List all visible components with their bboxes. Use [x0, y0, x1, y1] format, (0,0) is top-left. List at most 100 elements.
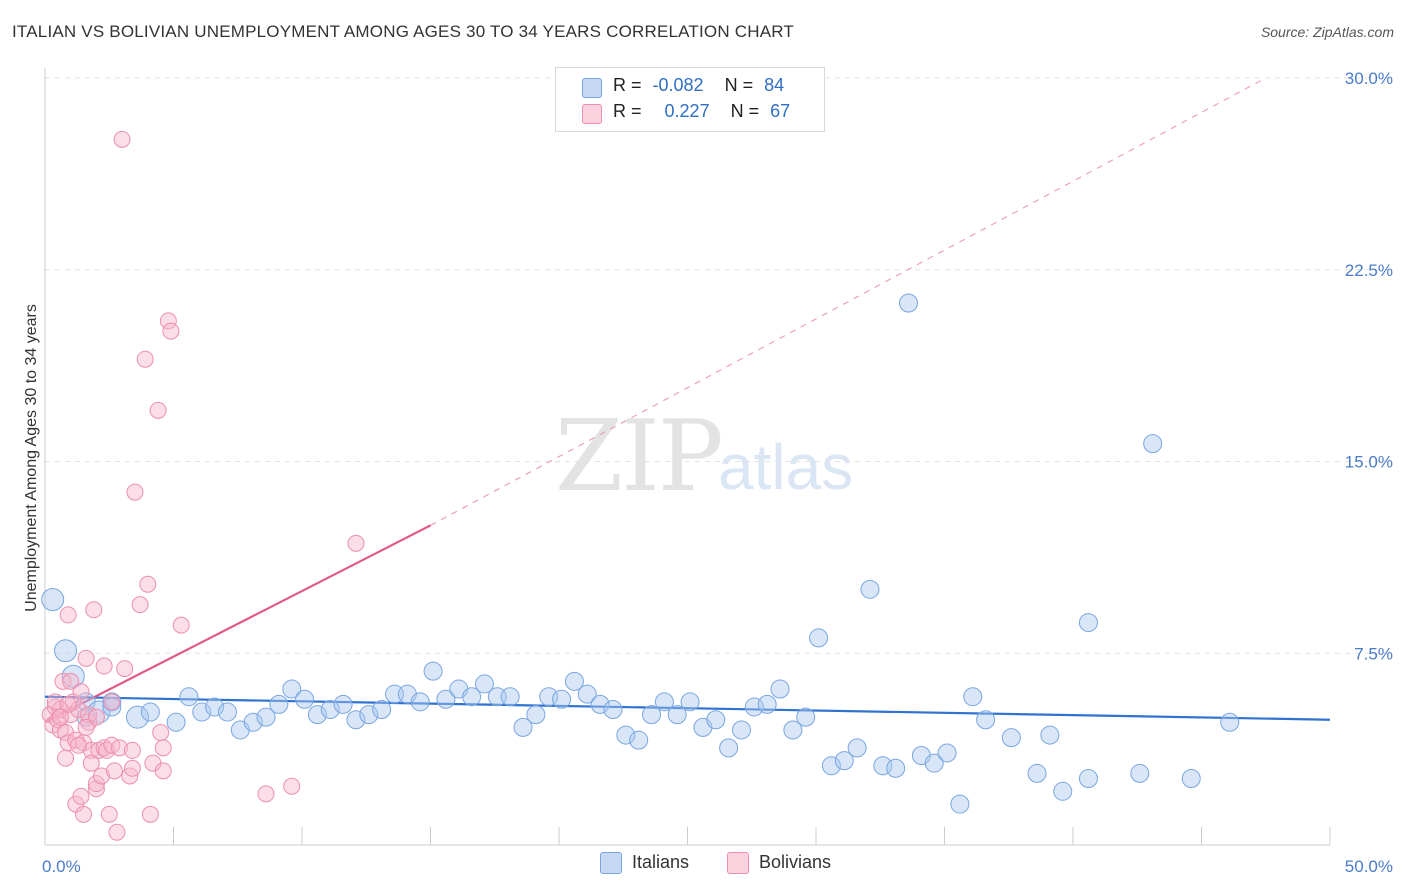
bolivians-point — [46, 698, 64, 716]
italians-point — [603, 699, 623, 719]
bolivians-point — [77, 649, 95, 667]
italians-point — [590, 694, 610, 714]
x-tick-label: 50.0% — [1345, 857, 1393, 876]
bolivians-point — [82, 754, 100, 772]
italians-point — [410, 692, 430, 712]
bolivians-point — [77, 718, 95, 736]
bolivians-trend-line — [44, 524, 432, 724]
italians-point — [950, 794, 970, 814]
correlation-legend: R = -0.082 N = 84 R = 0.227 N = 67 — [555, 67, 825, 132]
bolivians-point — [162, 322, 180, 340]
italians-point — [243, 712, 263, 732]
n-label: N = — [724, 75, 754, 95]
bolivians-point — [172, 616, 190, 634]
bolivians-trend-extension — [430, 77, 1267, 526]
bolivians-point — [51, 721, 69, 739]
italians-point — [1040, 725, 1060, 745]
italians-point — [423, 661, 443, 681]
italians-point — [1001, 728, 1021, 748]
bolivians-point — [87, 780, 105, 798]
bolivians-point — [257, 785, 275, 803]
italians-point — [642, 705, 662, 725]
italians-point — [834, 751, 854, 771]
italians-point — [1130, 763, 1150, 783]
bolivians-point — [116, 660, 134, 678]
italians-point — [205, 697, 225, 717]
legend-item-bolivians: Bolivians — [727, 852, 832, 874]
bolivians-point — [87, 708, 105, 726]
bolivians-point — [72, 787, 90, 805]
italians-point — [821, 756, 841, 776]
italians-point — [474, 674, 494, 694]
bolivians-point — [59, 606, 77, 624]
bolivians-point — [111, 739, 129, 757]
bolivians-point — [136, 350, 154, 368]
bolivians-point — [152, 724, 170, 742]
italians-point — [217, 702, 237, 722]
italians-legend-swatch — [600, 852, 622, 874]
bolivians-point — [95, 657, 113, 675]
italians-point — [1220, 712, 1240, 732]
italians-point — [886, 758, 906, 778]
italians-point — [41, 588, 65, 612]
italians-point — [166, 712, 186, 732]
italians-point — [731, 720, 751, 740]
italians-point — [847, 738, 867, 758]
italians-point — [54, 639, 78, 663]
italians-point — [462, 687, 482, 707]
watermark-atlas: atlas — [718, 431, 854, 503]
legend-item-italians: Italians — [600, 852, 690, 874]
bolivians-point — [69, 736, 87, 754]
italians-point — [796, 707, 816, 727]
bolivians-point — [51, 708, 69, 726]
italians-point — [269, 694, 289, 714]
italians-point — [500, 687, 520, 707]
y-tick-label: 22.5% — [1345, 261, 1393, 280]
italians-point — [256, 707, 276, 727]
italians-point — [809, 628, 829, 648]
bolivians-point — [113, 130, 131, 148]
r-label: R = — [613, 101, 642, 121]
bolivians-legend-label: Bolivians — [759, 852, 832, 872]
italians-point — [552, 689, 572, 709]
bolivians-point — [126, 483, 144, 501]
italians-point — [667, 705, 687, 725]
italians-point — [372, 699, 392, 719]
bolivians-legend-swatch — [727, 852, 749, 874]
bolivians-point — [149, 401, 167, 419]
bolivians-point — [105, 762, 123, 780]
italians-point — [1078, 613, 1098, 633]
italians-point — [783, 720, 803, 740]
r-value-bolivians: 0.227 — [664, 101, 710, 121]
bolivians-point — [154, 762, 172, 780]
y-tick-label: 15.0% — [1345, 453, 1393, 472]
bolivians-point — [49, 711, 67, 729]
italians-point — [526, 705, 546, 725]
bolivians-point — [62, 672, 80, 690]
bolivians-point — [103, 693, 121, 711]
italians-point — [899, 293, 919, 313]
italians-point — [359, 705, 379, 725]
italians-point — [616, 725, 636, 745]
bolivians-swatch — [582, 104, 602, 124]
bolivians-point — [283, 777, 301, 795]
bolivians-point — [123, 759, 141, 777]
italians-point — [577, 684, 597, 704]
n-value-bolivians: 67 — [770, 101, 791, 121]
data-points — [41, 130, 1240, 841]
italians-point — [102, 692, 122, 712]
italians-trend-line — [44, 695, 1331, 721]
italians-legend-label: Italians — [632, 852, 690, 872]
italians-point — [1143, 434, 1163, 454]
bolivians-point — [93, 767, 111, 785]
italians-point — [937, 743, 957, 763]
y-axis-label: Unemployment Among Ages 30 to 34 years — [23, 304, 40, 612]
italians-point — [295, 689, 315, 709]
tick-labels: 30.0% 22.5% 15.0% 7.5% 0.0% 50.0% — [42, 69, 1393, 876]
italians-point — [192, 702, 212, 722]
italians-point — [680, 692, 700, 712]
italians-point — [126, 705, 150, 729]
bolivians-point — [72, 683, 90, 701]
bolivians-point — [139, 575, 157, 593]
